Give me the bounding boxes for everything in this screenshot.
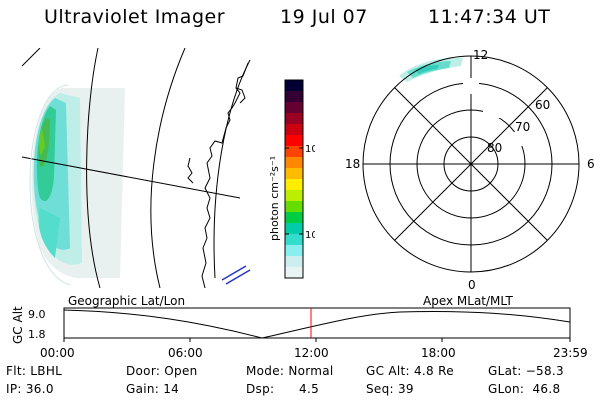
mlat-label-70: 70 (515, 120, 530, 134)
timeline-xtick-4: 23:59 (553, 346, 588, 360)
timeline-xtick-3: 18:00 (421, 346, 456, 360)
info-seq: Seq: 39 (366, 382, 414, 396)
mlat-label-80: 80 (487, 141, 502, 155)
colorbar-band (285, 234, 303, 246)
colorbar-band (285, 102, 303, 114)
colorbar-band (285, 223, 303, 235)
polar-aurora (399, 57, 463, 82)
date-label: 19 Jul 07 (280, 6, 368, 28)
time-label: 11:47:34 UT (428, 6, 551, 28)
mlt-label-0: 0 (468, 278, 476, 292)
info-ip: IP: 36.0 (6, 382, 54, 396)
info-flt: Flt: LBHL (6, 364, 63, 378)
polar-panel-label: Apex MLat/MLT (423, 294, 513, 308)
info-glat: GLat: −58.3 (488, 364, 564, 378)
info-mode: Mode: Normal (246, 364, 334, 378)
info-glon: GLon: 46.8 (488, 382, 561, 396)
colorbar: 100 10 photon cm⁻²s⁻¹ (268, 79, 315, 279)
colorbar-band (285, 124, 303, 136)
colorbar-band (285, 201, 303, 213)
colorbar-band (285, 256, 303, 268)
info-gcalt: GC Alt: 4.8 Re (366, 364, 454, 378)
coastline (187, 62, 249, 288)
info-door: Door: Open (126, 364, 198, 378)
colorbar-band (285, 190, 303, 202)
mlt-label-6: 6 (587, 157, 595, 171)
altitude-timeline: GC Alt 9.0 1.8 (11, 306, 571, 344)
colorbar-band (285, 146, 303, 158)
timeline-ylabel: GC Alt (11, 306, 25, 344)
altitude-curve (63, 309, 571, 339)
colorbar-band (285, 245, 303, 257)
timeline-xtick-1: 06:00 (168, 346, 203, 360)
colorbar-gradient (285, 80, 303, 279)
geo-panel-label: Geographic Lat/Lon (68, 294, 186, 308)
colorbar-unit-label: photon cm⁻²s⁻¹ (268, 156, 281, 241)
mlt-label-12: 12 (473, 48, 488, 62)
mlt-label-18: 18 (345, 157, 360, 171)
colorbar-band (285, 179, 303, 191)
geographic-map (21, 48, 251, 288)
colorbar-band (285, 267, 303, 279)
colorbar-band (285, 157, 303, 169)
info-gain: Gain: 14 (126, 382, 180, 396)
colorbar-band (285, 113, 303, 125)
aurora-emission (31, 88, 125, 279)
polar-plot: 12 18 6 0 60 70 80 (345, 48, 595, 292)
colorbar-band (285, 212, 303, 224)
info-dsp: Dsp: 4.5 (246, 382, 320, 396)
timeline-xtick-2: 12:00 (294, 346, 329, 360)
timeline-ytick-bottom: 1.8 (28, 328, 46, 341)
colorbar-tick-100: 100 (305, 144, 315, 155)
timeline-xtick-0: 00:00 (40, 346, 75, 360)
timeline-ytick-top: 9.0 (28, 308, 46, 321)
colorbar-band (285, 80, 303, 92)
terminator-marks (221, 265, 251, 285)
timeline-frame (63, 307, 571, 339)
mlat-label-60: 60 (535, 98, 550, 112)
polar-grid (362, 55, 580, 273)
instrument-title: Ultraviolet Imager (44, 6, 226, 28)
colorbar-band (285, 91, 303, 103)
colorbar-band (285, 168, 303, 180)
colorbar-tick-10: 10 (305, 230, 315, 241)
colorbar-band (285, 135, 303, 147)
lat-lon-grid (21, 48, 251, 288)
